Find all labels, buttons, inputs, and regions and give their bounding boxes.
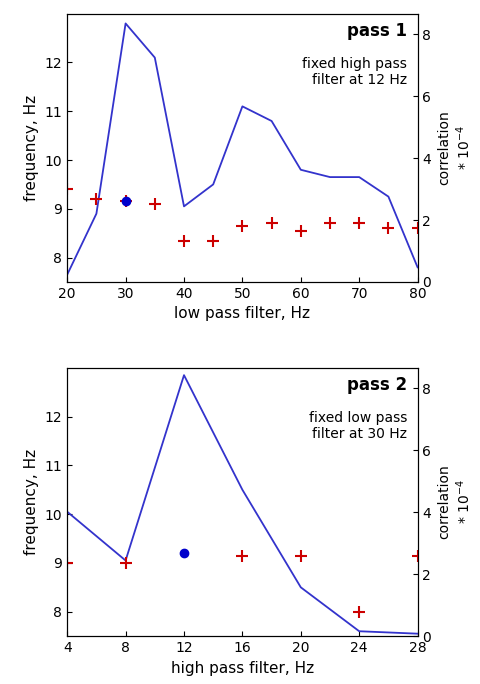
X-axis label: high pass filter, Hz: high pass filter, Hz: [171, 661, 314, 676]
Y-axis label: frequency, Hz: frequency, Hz: [24, 95, 39, 201]
Text: pass 2: pass 2: [347, 376, 407, 394]
Y-axis label: correlation
* 10$^{-4}$: correlation * 10$^{-4}$: [437, 110, 473, 185]
Text: fixed low pass
filter at 30 Hz: fixed low pass filter at 30 Hz: [309, 411, 407, 441]
Text: fixed high pass
filter at 12 Hz: fixed high pass filter at 12 Hz: [302, 57, 407, 87]
Y-axis label: frequency, Hz: frequency, Hz: [24, 449, 39, 555]
X-axis label: low pass filter, Hz: low pass filter, Hz: [174, 306, 311, 321]
Text: pass 1: pass 1: [347, 22, 407, 40]
Y-axis label: correlation
* 10$^{-4}$: correlation * 10$^{-4}$: [437, 464, 473, 540]
